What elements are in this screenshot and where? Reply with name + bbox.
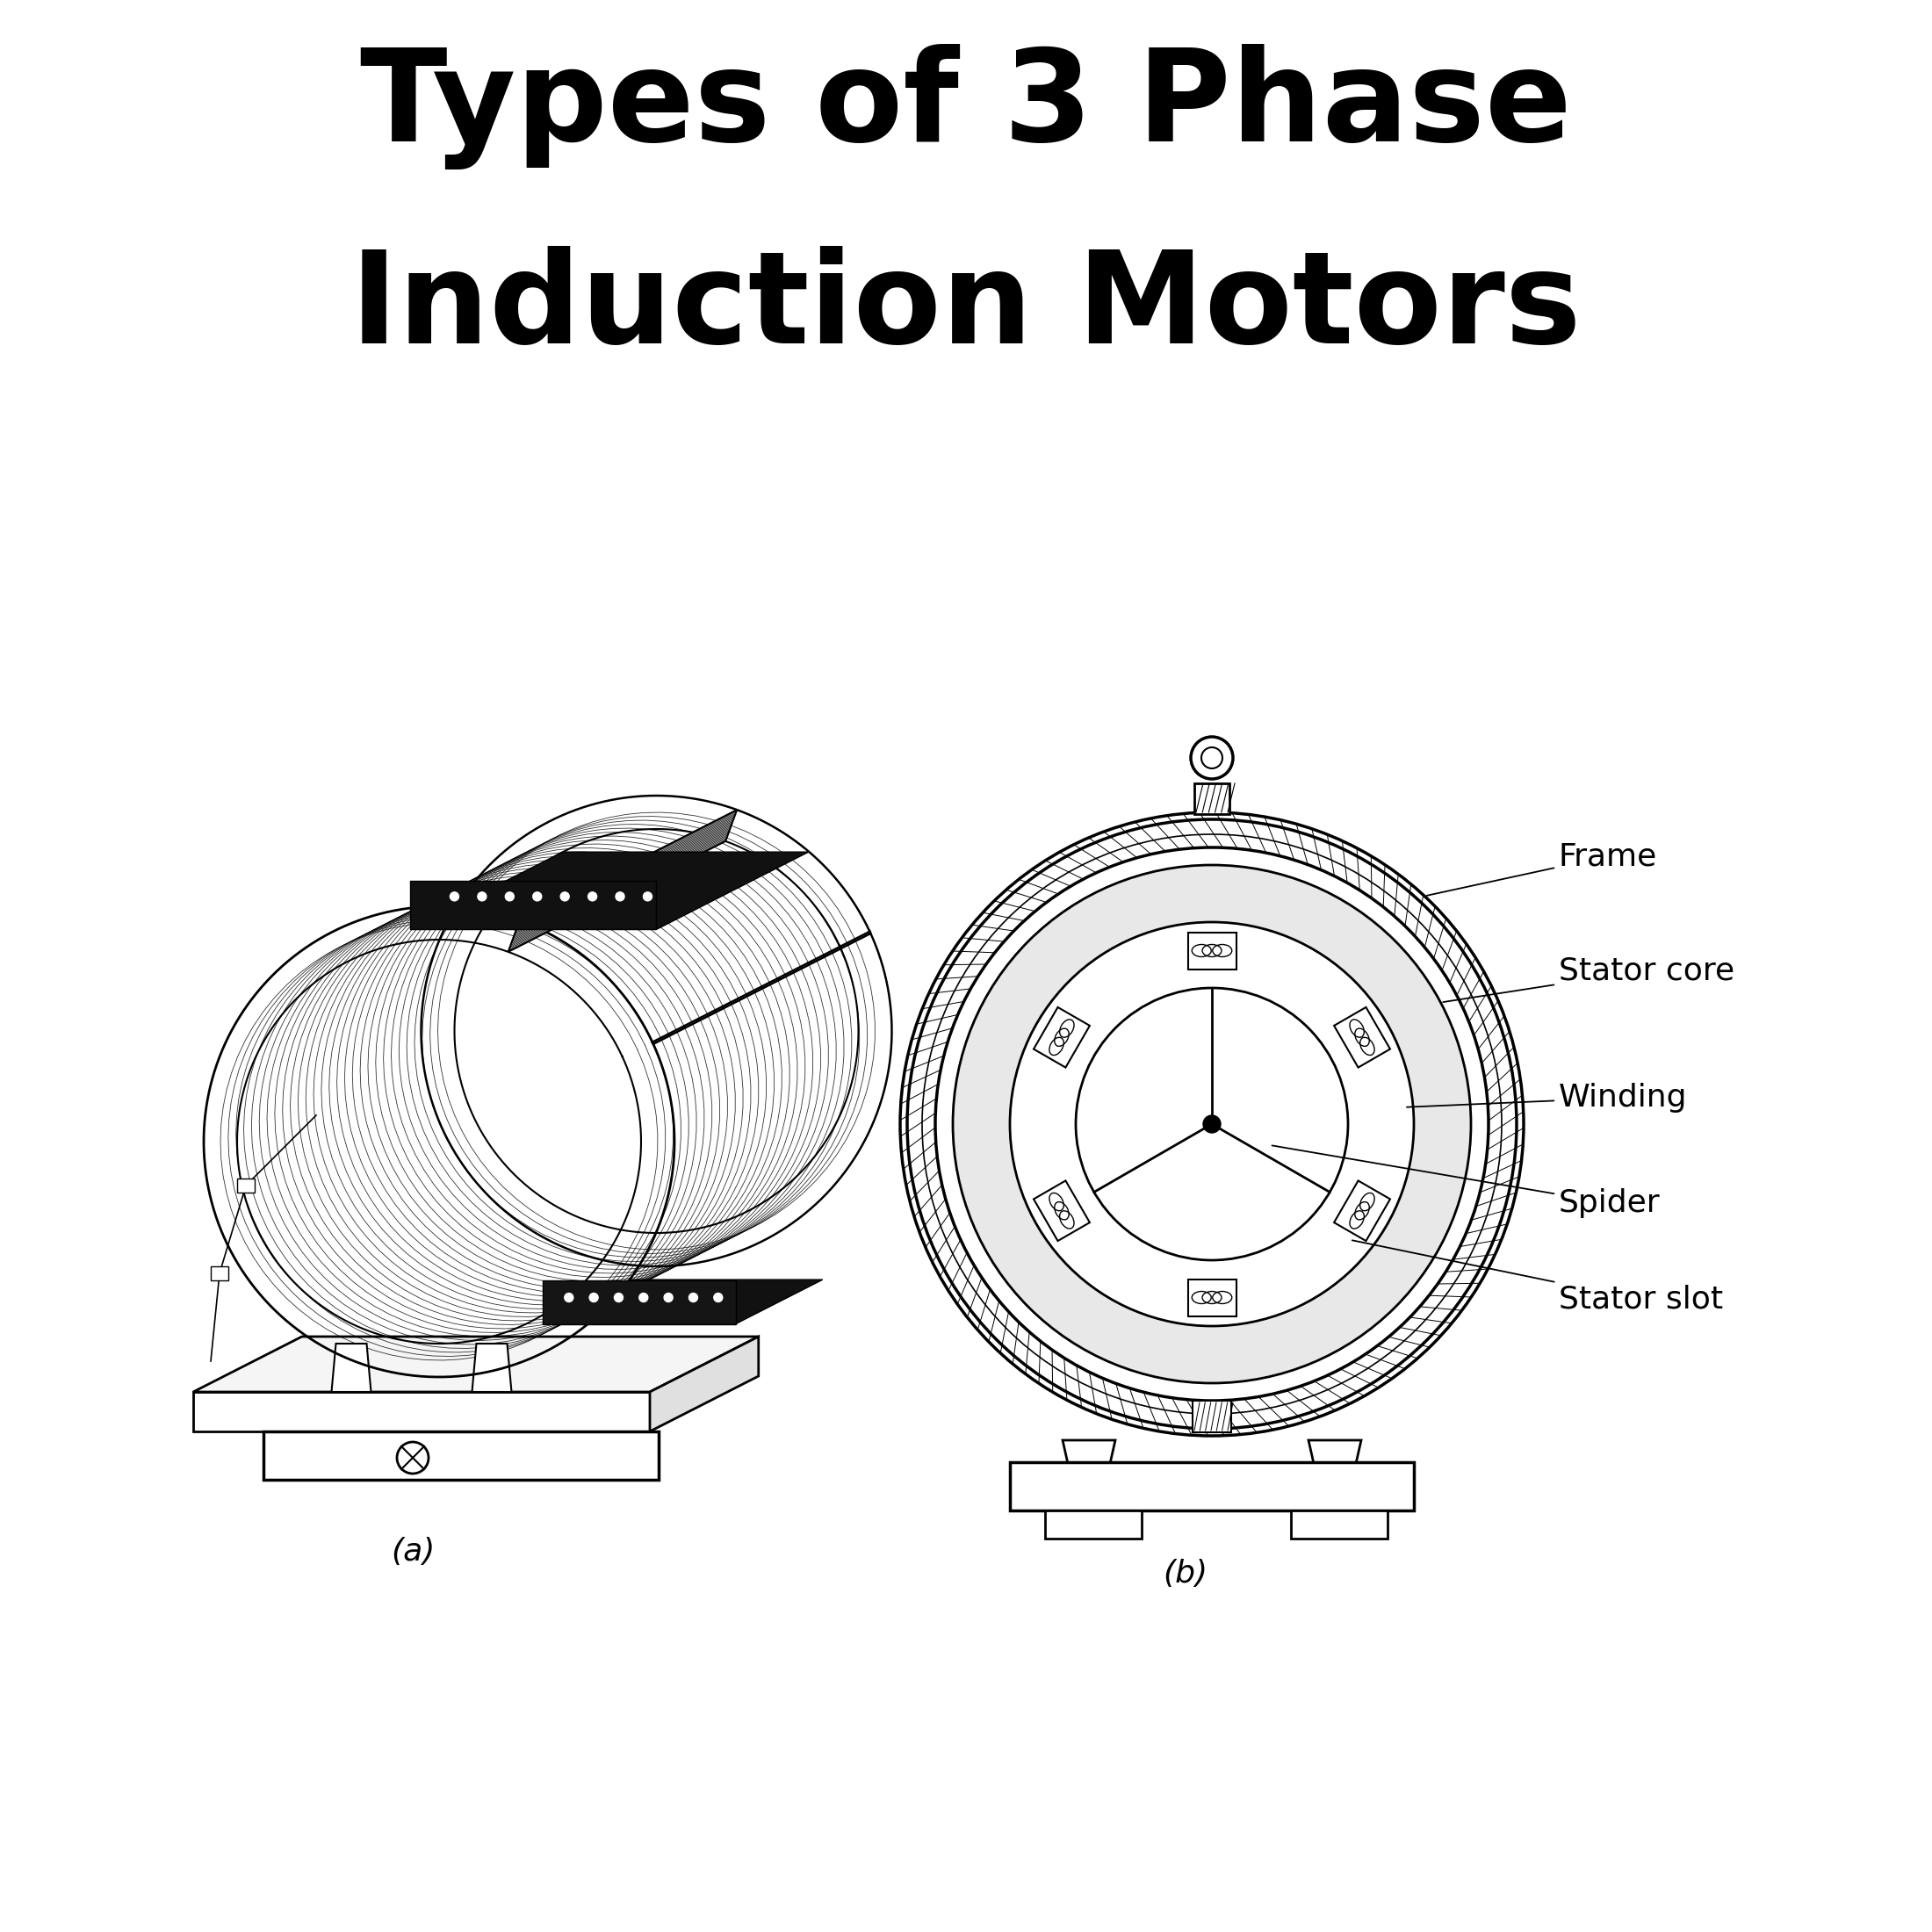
Text: Spider: Spider: [1271, 1146, 1660, 1217]
Bar: [1010, 1463, 1414, 1511]
Circle shape: [690, 1293, 697, 1302]
Polygon shape: [410, 852, 810, 929]
Circle shape: [564, 1293, 574, 1302]
Bar: [1194, 782, 1229, 813]
Circle shape: [616, 893, 624, 900]
Circle shape: [450, 893, 458, 900]
Polygon shape: [1188, 933, 1236, 970]
Circle shape: [1010, 922, 1414, 1325]
Text: Types of 3 Phase: Types of 3 Phase: [359, 44, 1573, 170]
Polygon shape: [471, 1343, 512, 1391]
Bar: [211, 1265, 228, 1281]
Circle shape: [560, 893, 570, 900]
Circle shape: [506, 893, 514, 900]
Polygon shape: [1335, 1180, 1391, 1240]
Circle shape: [643, 893, 651, 900]
Text: Stator slot: Stator slot: [1352, 1240, 1723, 1314]
Circle shape: [639, 1293, 647, 1302]
Circle shape: [1076, 987, 1349, 1260]
Text: Winding: Winding: [1406, 1082, 1687, 1113]
Polygon shape: [1188, 1279, 1236, 1316]
Text: Induction Motors: Induction Motors: [350, 245, 1582, 369]
Circle shape: [396, 1441, 429, 1474]
Circle shape: [952, 866, 1470, 1383]
Polygon shape: [508, 810, 736, 952]
Circle shape: [587, 893, 597, 900]
Polygon shape: [332, 1343, 371, 1391]
Bar: [1192, 1401, 1231, 1432]
Circle shape: [614, 1293, 622, 1302]
Polygon shape: [1034, 1180, 1090, 1240]
Circle shape: [477, 893, 487, 900]
Polygon shape: [1308, 1439, 1362, 1511]
Bar: [1045, 1511, 1142, 1538]
Text: (b): (b): [1163, 1559, 1208, 1588]
Text: Frame: Frame: [1428, 840, 1658, 896]
Circle shape: [713, 1293, 723, 1302]
Polygon shape: [1034, 1007, 1090, 1068]
Polygon shape: [649, 1337, 759, 1432]
Bar: [238, 1179, 255, 1192]
Polygon shape: [1063, 1439, 1115, 1511]
Bar: [263, 1432, 659, 1480]
Circle shape: [589, 1293, 599, 1302]
Polygon shape: [543, 1281, 736, 1323]
Circle shape: [1204, 1115, 1221, 1132]
Polygon shape: [410, 881, 657, 929]
Bar: [1291, 1511, 1387, 1538]
Circle shape: [665, 1293, 672, 1302]
Circle shape: [533, 893, 541, 900]
Polygon shape: [1335, 1007, 1391, 1068]
Polygon shape: [193, 1337, 759, 1391]
Polygon shape: [543, 1279, 823, 1323]
Text: (a): (a): [390, 1536, 435, 1567]
Text: Stator core: Stator core: [1443, 956, 1735, 1003]
Polygon shape: [193, 1391, 649, 1432]
